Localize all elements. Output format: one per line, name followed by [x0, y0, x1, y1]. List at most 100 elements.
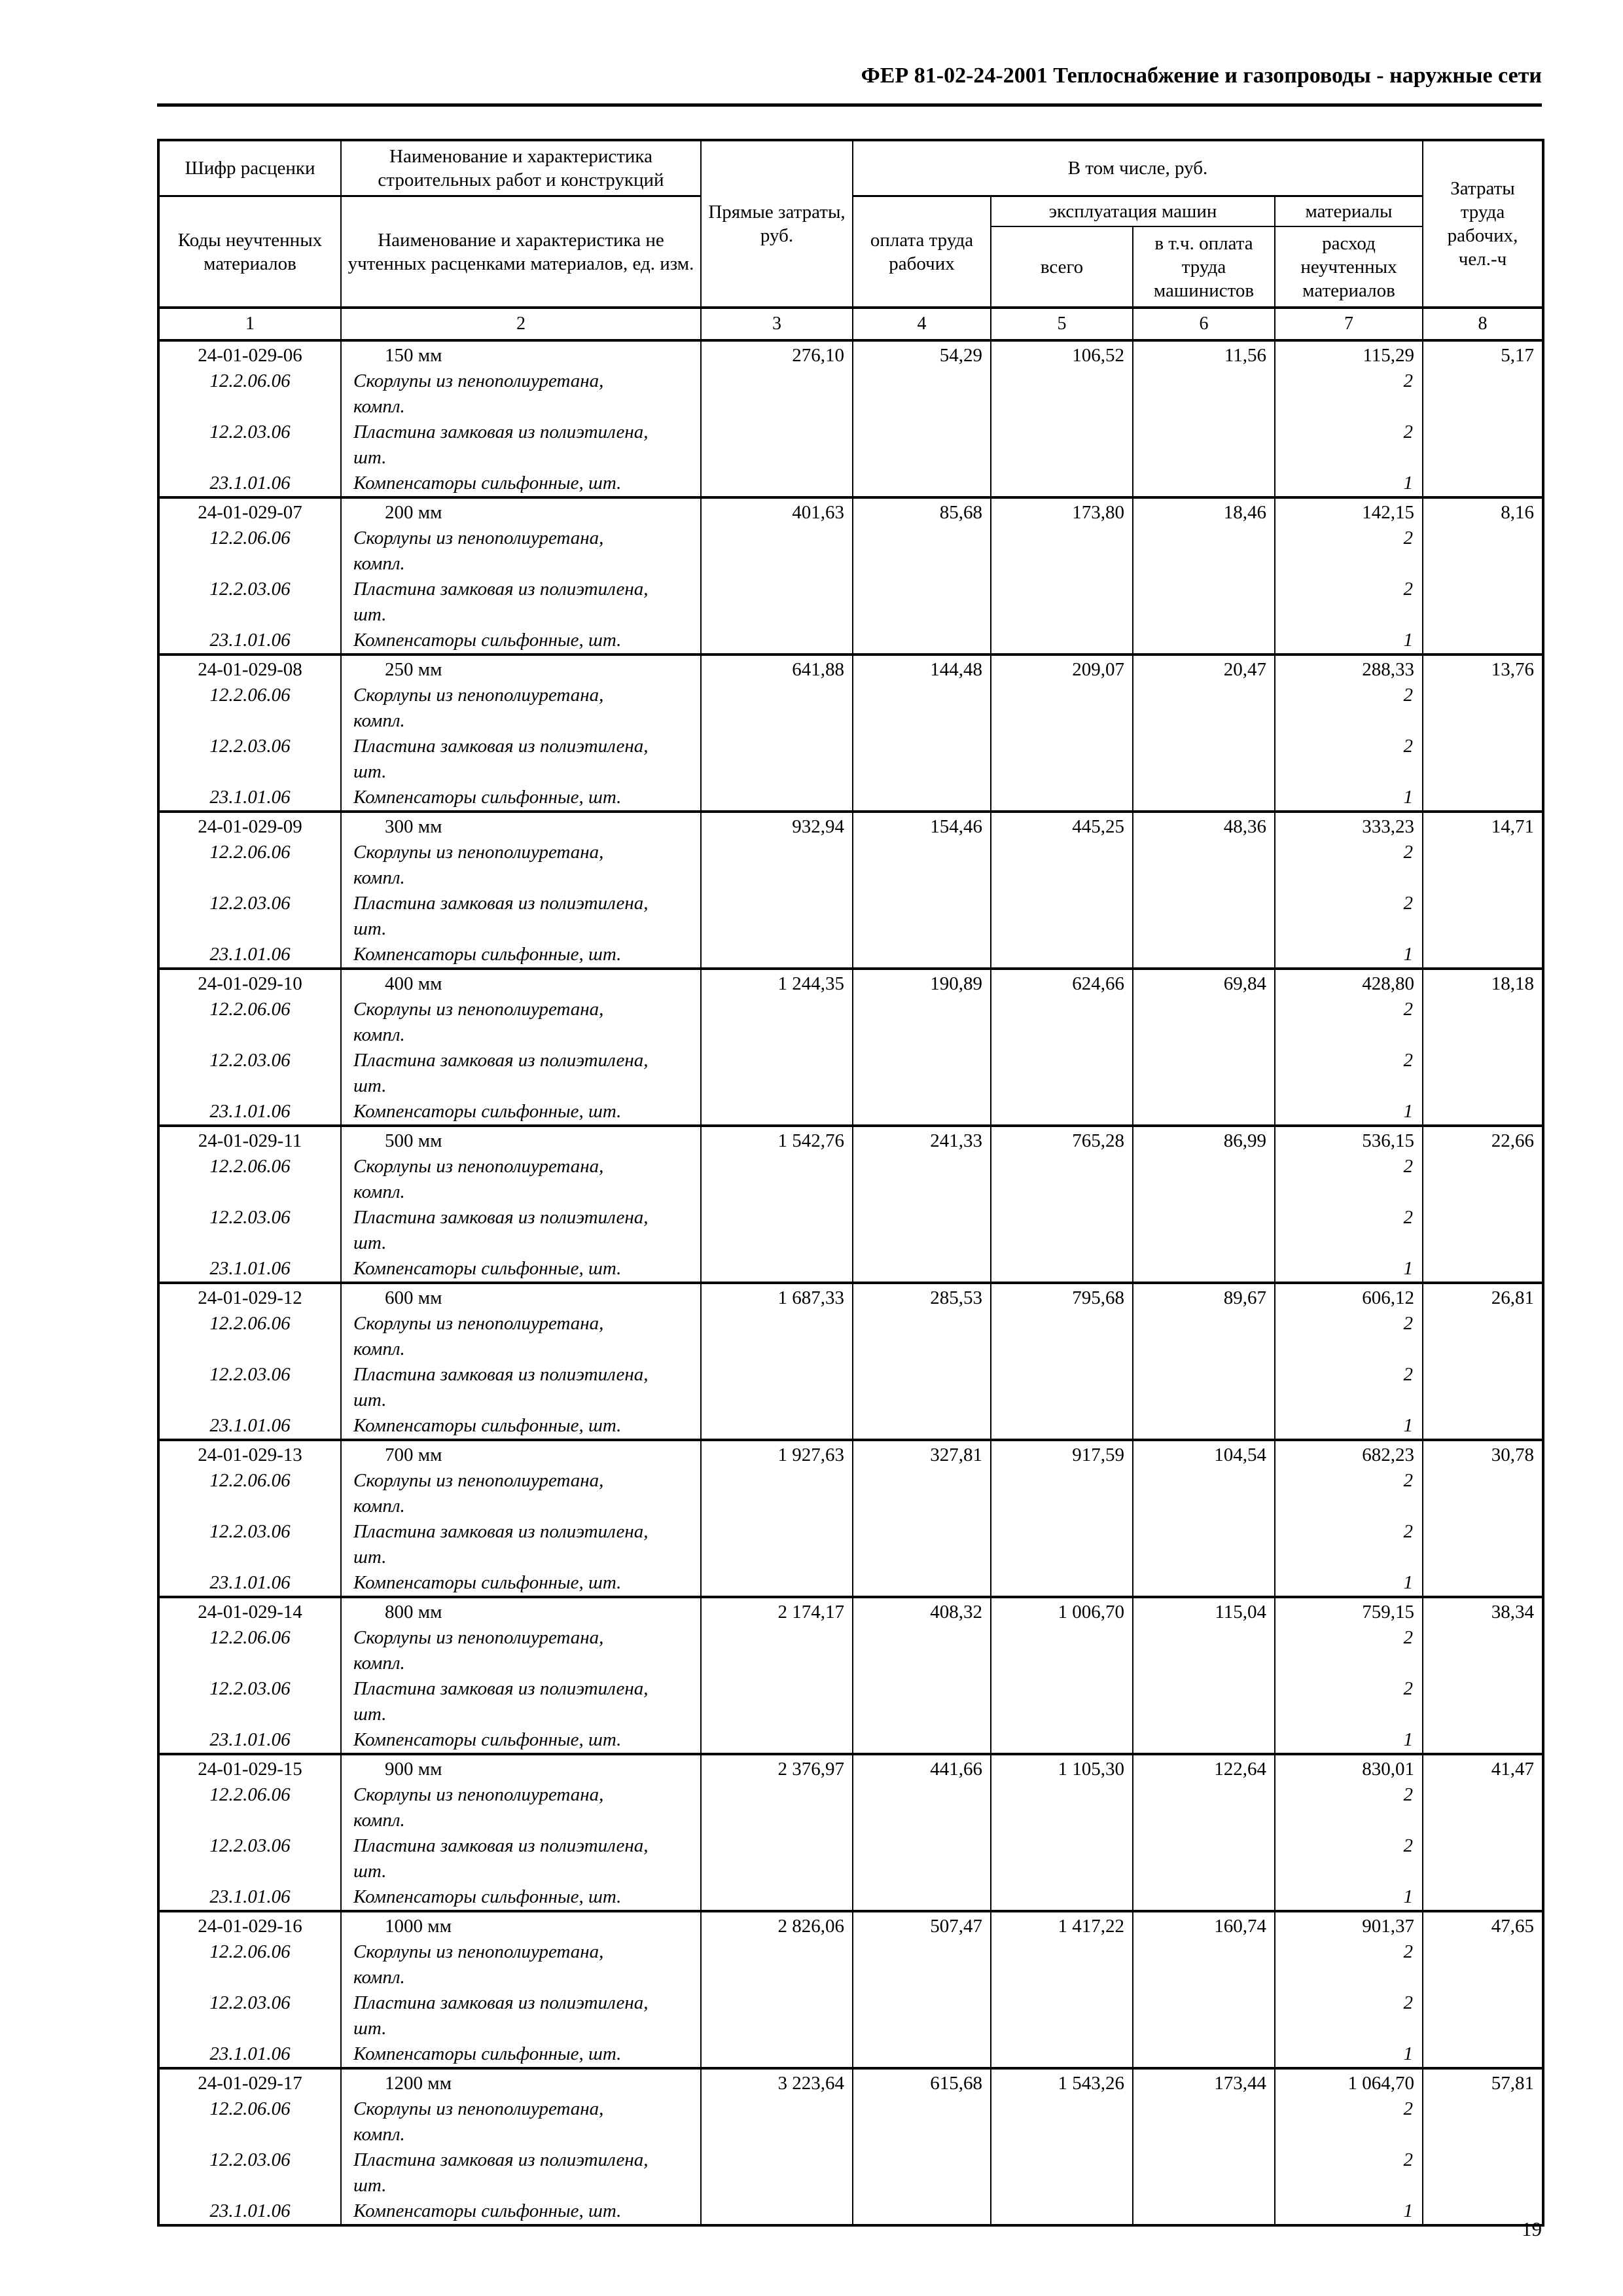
- col-materials: 142,15 2 2 1: [1274, 496, 1423, 655]
- col-materials: 428,80 2 2 1: [1274, 967, 1423, 1126]
- column-number: 2: [340, 306, 702, 342]
- column-number: 8: [1422, 306, 1544, 342]
- header-machinists-pay: в т.ч. оплата труда машинистов: [1132, 226, 1275, 308]
- col-workers-pay: 441,66: [852, 1753, 991, 1912]
- col-machines-total: 1 417,22: [990, 1910, 1133, 2069]
- col-description: 600 мм Скорлупы из пенополиуретана, компл.…: [340, 1282, 702, 1441]
- col-labor-hours: 13,76: [1422, 653, 1544, 812]
- col-workers-pay: 154,46: [852, 810, 991, 969]
- col-machines-total: 765,28: [990, 1124, 1133, 1283]
- col-rate-code: 24-01-029-14 12.2.06.06 12.2.03.06 23.1.0…: [158, 1596, 342, 1755]
- header-direct-costs: Прямые затраты, руб.: [700, 139, 853, 309]
- col-machines-total: 624,66: [990, 967, 1133, 1126]
- header-unaccounted-materials: расход неучтенных материалов: [1274, 226, 1423, 308]
- col-machines-total: 173,80: [990, 496, 1133, 655]
- col-direct-costs: 2 826,06: [700, 1910, 853, 2069]
- table-row: 24-01-029-17 12.2.06.06 12.2.03.06 23.1.0…: [158, 2067, 1544, 2226]
- column-number: 4: [852, 306, 991, 342]
- header-material-codes: Коды неучтенных материалов: [158, 195, 342, 308]
- col-machines-total: 1 543,26: [990, 2067, 1133, 2226]
- col-workers-pay: 54,29: [852, 339, 991, 498]
- col-description: 1200 мм Скорлупы из пенополиуретана, компл…: [340, 2067, 702, 2226]
- table-row: 24-01-029-16 12.2.06.06 12.2.03.06 23.1.0…: [158, 1910, 1544, 2069]
- col-description: 250 мм Скорлупы из пенополиуретана, компл.…: [340, 653, 702, 812]
- col-rate-code: 24-01-029-08 12.2.06.06 12.2.03.06 23.1.0…: [158, 653, 342, 812]
- col-description: 1000 мм Скорлупы из пенополиуретана, компл…: [340, 1910, 702, 2069]
- col-rate-code: 24-01-029-12 12.2.06.06 12.2.03.06 23.1.0…: [158, 1282, 342, 1441]
- column-number: 1: [158, 306, 342, 342]
- col-labor-hours: 22,66: [1422, 1124, 1544, 1283]
- col-materials: 759,15 2 2 1: [1274, 1596, 1423, 1755]
- col-labor-hours: 18,18: [1422, 967, 1544, 1126]
- col-machines-total: 917,59: [990, 1439, 1133, 1598]
- table-row: 24-01-029-09 12.2.06.06 12.2.03.06 23.1.0…: [158, 810, 1544, 969]
- table-row: 24-01-029-13 12.2.06.06 12.2.03.06 23.1.0…: [158, 1439, 1544, 1598]
- col-machinists-pay: 115,04: [1132, 1596, 1275, 1755]
- col-direct-costs: 401,63: [700, 496, 853, 655]
- col-direct-costs: 1 542,76: [700, 1124, 853, 1283]
- col-machinists-pay: 48,36: [1132, 810, 1275, 969]
- table-header: Шифр расценки Наименование и характерист…: [158, 139, 1544, 342]
- col-rate-code: 24-01-029-13 12.2.06.06 12.2.03.06 23.1.0…: [158, 1439, 342, 1598]
- col-workers-pay: 285,53: [852, 1282, 991, 1441]
- col-workers-pay: 507,47: [852, 1910, 991, 2069]
- col-materials: 115,29 2 2 1: [1274, 339, 1423, 498]
- col-description: 500 мм Скорлупы из пенополиуретана, компл.…: [340, 1124, 702, 1283]
- header-materials-group: материалы: [1274, 195, 1423, 227]
- table-body: 24-01-029-06 12.2.06.06 12.2.03.06 23.1.0…: [158, 339, 1544, 2226]
- table-row: 24-01-029-15 12.2.06.06 12.2.03.06 23.1.0…: [158, 1753, 1544, 1912]
- col-description: 700 мм Скорлупы из пенополиуретана, компл.…: [340, 1439, 702, 1598]
- col-workers-pay: 85,68: [852, 496, 991, 655]
- col-workers-pay: 144,48: [852, 653, 991, 812]
- col-labor-hours: 41,47: [1422, 1753, 1544, 1912]
- col-labor-hours: 5,17: [1422, 339, 1544, 498]
- col-labor-hours: 30,78: [1422, 1439, 1544, 1598]
- table-row: 24-01-029-10 12.2.06.06 12.2.03.06 23.1.0…: [158, 967, 1544, 1126]
- col-machinists-pay: 18,46: [1132, 496, 1275, 655]
- col-description: 900 мм Скорлупы из пенополиуретана, компл.…: [340, 1753, 702, 1912]
- col-machinists-pay: 122,64: [1132, 1753, 1275, 1912]
- col-direct-costs: 1 927,63: [700, 1439, 853, 1598]
- col-rate-code: 24-01-029-11 12.2.06.06 12.2.03.06 23.1.0…: [158, 1124, 342, 1283]
- col-materials: 682,23 2 2 1: [1274, 1439, 1423, 1598]
- col-direct-costs: 641,88: [700, 653, 853, 812]
- col-rate-code: 24-01-029-17 12.2.06.06 12.2.03.06 23.1.0…: [158, 2067, 342, 2226]
- table-row: 24-01-029-12 12.2.06.06 12.2.03.06 23.1.0…: [158, 1282, 1544, 1441]
- table-row: 24-01-029-11 12.2.06.06 12.2.03.06 23.1.0…: [158, 1124, 1544, 1283]
- col-machines-total: 445,25: [990, 810, 1133, 969]
- col-workers-pay: 615,68: [852, 2067, 991, 2226]
- col-labor-hours: 57,81: [1422, 2067, 1544, 2226]
- col-rate-code: 24-01-029-09 12.2.06.06 12.2.03.06 23.1.0…: [158, 810, 342, 969]
- col-labor-hours: 14,71: [1422, 810, 1544, 969]
- header-work-description: Наименование и характеристика строительн…: [340, 139, 702, 197]
- col-description: 400 мм Скорлупы из пенополиуретана, компл.…: [340, 967, 702, 1126]
- col-description: 800 мм Скорлупы из пенополиуретана, компл.…: [340, 1596, 702, 1755]
- col-rate-code: 24-01-029-15 12.2.06.06 12.2.03.06 23.1.0…: [158, 1753, 342, 1912]
- col-direct-costs: 1 687,33: [700, 1282, 853, 1441]
- col-rate-code: 24-01-029-07 12.2.06.06 12.2.03.06 23.1.0…: [158, 496, 342, 655]
- col-description: 150 мм Скорлупы из пенополиуретана, компл.…: [340, 339, 702, 498]
- col-machines-total: 209,07: [990, 653, 1133, 812]
- col-description: 300 мм Скорлупы из пенополиуретана, компл.…: [340, 810, 702, 969]
- col-workers-pay: 408,32: [852, 1596, 991, 1755]
- header-material-description: Наименование и характеристика не учтенны…: [340, 195, 702, 308]
- col-machinists-pay: 69,84: [1132, 967, 1275, 1126]
- col-machines-total: 795,68: [990, 1282, 1133, 1441]
- col-machinists-pay: 173,44: [1132, 2067, 1275, 2226]
- header-code: Шифр расценки: [158, 139, 342, 197]
- col-machinists-pay: 86,99: [1132, 1124, 1275, 1283]
- col-labor-hours: 47,65: [1422, 1910, 1544, 2069]
- col-materials: 288,33 2 2 1: [1274, 653, 1423, 812]
- col-machinists-pay: 89,67: [1132, 1282, 1275, 1441]
- column-number: 3: [700, 306, 853, 342]
- header-machines-total: всего: [990, 226, 1133, 308]
- col-labor-hours: 38,34: [1422, 1596, 1544, 1755]
- col-materials: 606,12 2 2 1: [1274, 1282, 1423, 1441]
- header-labor-hours: Затраты труда рабочих, чел.-ч: [1422, 139, 1544, 309]
- col-direct-costs: 932,94: [700, 810, 853, 969]
- col-direct-costs: 276,10: [700, 339, 853, 498]
- col-machinists-pay: 20,47: [1132, 653, 1275, 812]
- table-row: 24-01-029-14 12.2.06.06 12.2.03.06 23.1.0…: [158, 1596, 1544, 1755]
- col-materials: 333,23 2 2 1: [1274, 810, 1423, 969]
